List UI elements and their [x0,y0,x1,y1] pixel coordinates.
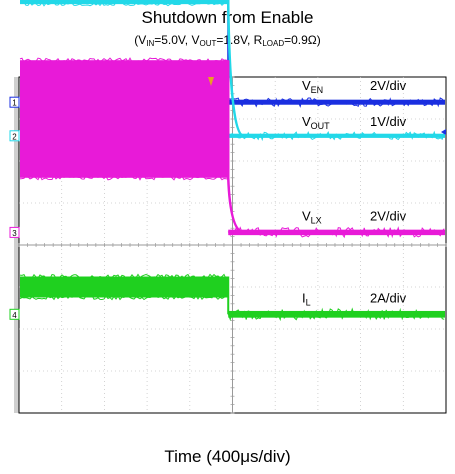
channel-marker-3-text: 3 [12,229,17,238]
trace-V_OUT-after-noise [227,130,445,142]
subtitle-subscript-3: OUT [199,39,217,48]
subtitle-text-2: =5.0V, V [154,33,200,47]
channel-marker-4-text: 4 [12,311,17,320]
channel-marker-3-icon [9,226,20,238]
channel-label-V_EN: VEN [302,78,323,95]
channel-marker-4-icon [9,308,20,320]
channel-marker-2-icon [9,130,20,142]
trace-V_LX-after-noise [227,226,445,239]
channel-label-I_L: IL [302,290,311,307]
trace-V_OUT-before [20,0,229,5]
channel-scale-V_LX: 2V/div [370,208,407,223]
trigger-level-icon [441,129,446,135]
subtitle-subscript-1: IN [146,39,155,48]
left-marker-strip [14,77,19,413]
channel-marker-1-text: 1 [12,99,17,108]
trigger-markers [208,77,446,135]
trace-V_LX-before [20,60,229,178]
traces [19,0,445,322]
channel-marker-1-icon [9,96,20,108]
channel-label-V_OUT: VOUT [302,114,330,131]
channel-labels: VEN 2V/div VOUT 1V/div VLX 2V/div IL 2A/div [302,78,407,307]
channel-scale-V_OUT: 1V/div [370,114,407,129]
subtitle-subscript-5: LOAD [262,39,285,48]
trace-V_EN-after [228,99,445,105]
trigger-position-icon [208,77,214,86]
trace-I_L-noise-top [19,273,229,280]
trace-V_LX-noise-top [19,57,229,64]
channel-scale-V_EN: 2V/div [370,78,407,93]
trace-V_OUT-noise-bottom [19,1,229,7]
subtitle-text-6: =0.9Ω) [284,33,321,47]
trace-V_EN-after-noise [228,97,445,108]
trace-I_L-before [20,276,229,298]
trace-V_OUT-transition [226,0,244,138]
subtitle-text-0: (V [134,33,147,47]
trace-I_L-after-noise [227,307,445,322]
trace-V_LX-noise-bottom [19,174,229,181]
channel-marker-2-text: 2 [12,132,17,141]
channel-label-V_LX: VLX [302,208,322,225]
channel-markers: 1 2 3 4 [9,96,20,320]
channel-scale-I_L: 2A/div [370,290,407,305]
trace-I_L-noise-bottom [19,294,229,301]
x-axis-label: Time (400μs/div) [164,447,291,466]
